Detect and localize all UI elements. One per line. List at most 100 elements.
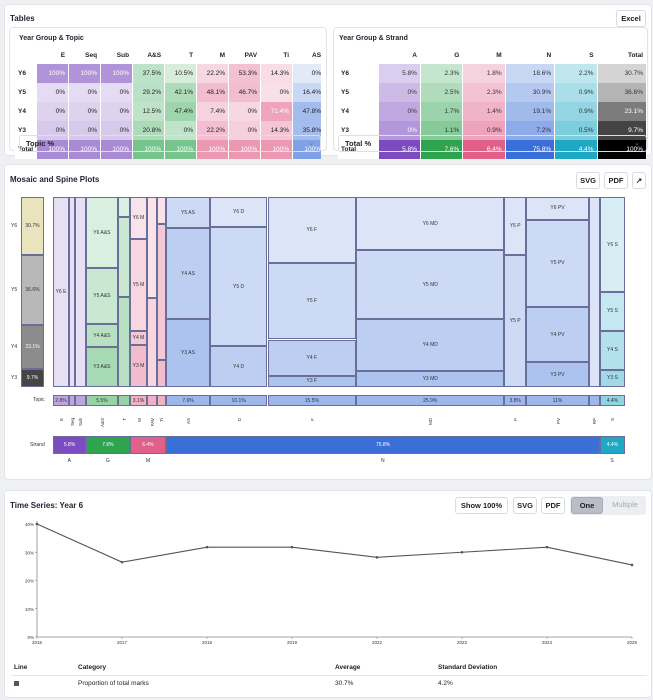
year-spine-bar: 9.7% xyxy=(21,368,44,388)
mosaic-cell: Y4 D xyxy=(209,346,268,387)
year-axis-label: Y6 xyxy=(11,223,18,230)
year-spine-bar: 36.6% xyxy=(21,255,44,325)
topic-axis-label: Seq xyxy=(69,418,75,427)
table-cell: 100% xyxy=(132,140,166,159)
mosaic-cell: Y4 MD xyxy=(356,318,505,372)
column-header[interactable]: AS xyxy=(292,47,321,64)
mosaic-cell: Y5 MD xyxy=(356,250,505,319)
table-cell: 16.4% xyxy=(292,83,321,102)
expand-icon[interactable]: ↗ xyxy=(632,172,646,189)
view-toggle: One Multiple xyxy=(570,496,646,515)
column-header[interactable]: PAV xyxy=(228,47,262,64)
mosaic-cell: Y4 A&S xyxy=(86,323,118,348)
table-cell: 0% xyxy=(36,83,70,102)
table-cell: 0% xyxy=(100,102,134,121)
x-tick-label: 2023 xyxy=(457,640,468,645)
strand-row-label: Strand xyxy=(30,442,45,448)
x-tick-label: 2019 xyxy=(287,640,298,645)
table-cell: 30.9% xyxy=(505,83,556,102)
legend-header-sd: Standard Deviation xyxy=(438,664,498,671)
x-tick-label: 2017 xyxy=(117,640,128,645)
table-row: Total 5.8% 7.6% 6.4% 75.8% 4.4% 100% xyxy=(338,140,648,159)
column-header[interactable]: Total xyxy=(597,47,648,64)
mosaic-pdf-button[interactable]: PDF xyxy=(604,172,628,189)
topic-spine-bar: 11% xyxy=(526,395,589,406)
mosaic-cell: Y6 P xyxy=(504,197,527,255)
topic-spine-bar xyxy=(147,395,157,406)
x-tick-label: 2022 xyxy=(372,640,383,645)
mosaic-cell: Y3 A&S xyxy=(86,347,118,387)
column-header[interactable]: M xyxy=(196,47,230,64)
topic-axis-label: A&S xyxy=(99,418,105,428)
topic-axis-label: PAV xyxy=(149,418,155,427)
topic-spine-bar: 7.6% xyxy=(166,395,210,406)
table-cell: 71.4% xyxy=(260,102,294,121)
column-header[interactable]: E xyxy=(36,47,70,64)
topic-table-selector[interactable]: Topic % ⌄ xyxy=(19,135,321,152)
strand-spine-bar: 5.8% xyxy=(53,436,87,454)
topic-spine-bar xyxy=(74,395,87,406)
legend-header-line: Line xyxy=(14,664,28,671)
column-header[interactable]: N xyxy=(505,47,556,64)
year-spine-bar: 23.1% xyxy=(21,324,44,369)
column-header[interactable]: G xyxy=(420,47,464,64)
table-cell: 0% xyxy=(260,83,294,102)
table-cell: 100% xyxy=(164,140,198,159)
column-header[interactable]: T xyxy=(164,47,198,64)
table-cell: 1.4% xyxy=(462,102,506,121)
table-cell: 100% xyxy=(100,140,134,159)
data-point xyxy=(290,545,294,549)
row-label: Y5 xyxy=(15,83,38,102)
legend-header-average: Average xyxy=(335,664,361,671)
table-row: Total 100% 100% 100% 100% 100% 100% 100% 100% 100… xyxy=(15,140,321,159)
y-tick-label: 0% xyxy=(27,635,34,640)
show-100-button[interactable]: Show 100% xyxy=(455,497,508,514)
mosaic-cell: Y5 AS xyxy=(166,197,210,229)
column-header[interactable]: S xyxy=(554,47,598,64)
table-cell: 100% xyxy=(228,140,262,159)
year-axis-label: Y3 xyxy=(11,374,18,381)
timeseries-pdf-button[interactable]: PDF xyxy=(541,497,565,514)
table-cell: 23.1% xyxy=(597,102,648,121)
column-header[interactable]: Seq xyxy=(68,47,102,64)
x-tick-label: 2018 xyxy=(202,640,213,645)
column-header[interactable]: Ti xyxy=(260,47,294,64)
strand-axis-label: A xyxy=(67,458,71,464)
legend-sd: 4.2% xyxy=(438,680,453,687)
row-label: Total xyxy=(15,140,38,159)
mosaic-plot: 30.7% Y6 36.6% Y5 23.1% Y4 9.7% Y3 Y6 E 2.8% E Seq S… xyxy=(11,197,625,464)
topic-spine-bar: 3.8% xyxy=(504,395,527,406)
timeseries-chart: 0% 10% 20% 30% 40% 2016 2017 2018 2019 2022 2023 20… xyxy=(25,521,638,645)
x-tick-label: 2025 xyxy=(627,640,638,645)
mosaic-cell: Y5 M xyxy=(129,239,148,331)
table-cell: 0% xyxy=(68,102,102,121)
mosaic-cell xyxy=(156,224,167,360)
y-tick-label: 30% xyxy=(25,550,34,555)
excel-button[interactable]: Excel xyxy=(616,10,646,27)
column-header[interactable]: A&S xyxy=(132,47,166,64)
column-header[interactable]: Sub xyxy=(100,47,134,64)
one-toggle[interactable]: One xyxy=(571,497,603,514)
multiple-toggle[interactable]: Multiple xyxy=(612,500,638,509)
table-cell: 0% xyxy=(378,102,421,121)
table-cell: 100% xyxy=(68,64,102,83)
column-header[interactable]: A xyxy=(378,47,421,64)
column-header[interactable]: M xyxy=(462,47,506,64)
mosaic-cell: Y6 A&S xyxy=(86,197,118,269)
mosaic-svg-button[interactable]: SVG xyxy=(576,172,600,189)
topic-spine-bar: 5.5% xyxy=(86,395,118,406)
mosaic-cell: Y4 PV xyxy=(526,307,589,363)
timeseries-svg-button[interactable]: SVG xyxy=(513,497,537,514)
table-cell: 0% xyxy=(378,83,421,102)
table-cell: 1.7% xyxy=(420,102,464,121)
topic-spine-bar xyxy=(69,395,75,406)
data-point xyxy=(375,556,379,559)
chevron-down-icon: ⌄ xyxy=(308,140,314,147)
topic-spine-bar xyxy=(156,395,167,406)
table-row: Y50%0%0%29.2%42.1%48.1%46.7%0%16.4%62.9%… xyxy=(15,83,321,102)
tables-title: Tables xyxy=(10,14,35,23)
mosaic-cell: Y6 D xyxy=(209,197,268,227)
mosaic-cell: Y6 E xyxy=(53,197,70,387)
strand-table-selector[interactable]: Total % ⌄ xyxy=(338,135,647,152)
mosaic-cell xyxy=(117,197,130,217)
